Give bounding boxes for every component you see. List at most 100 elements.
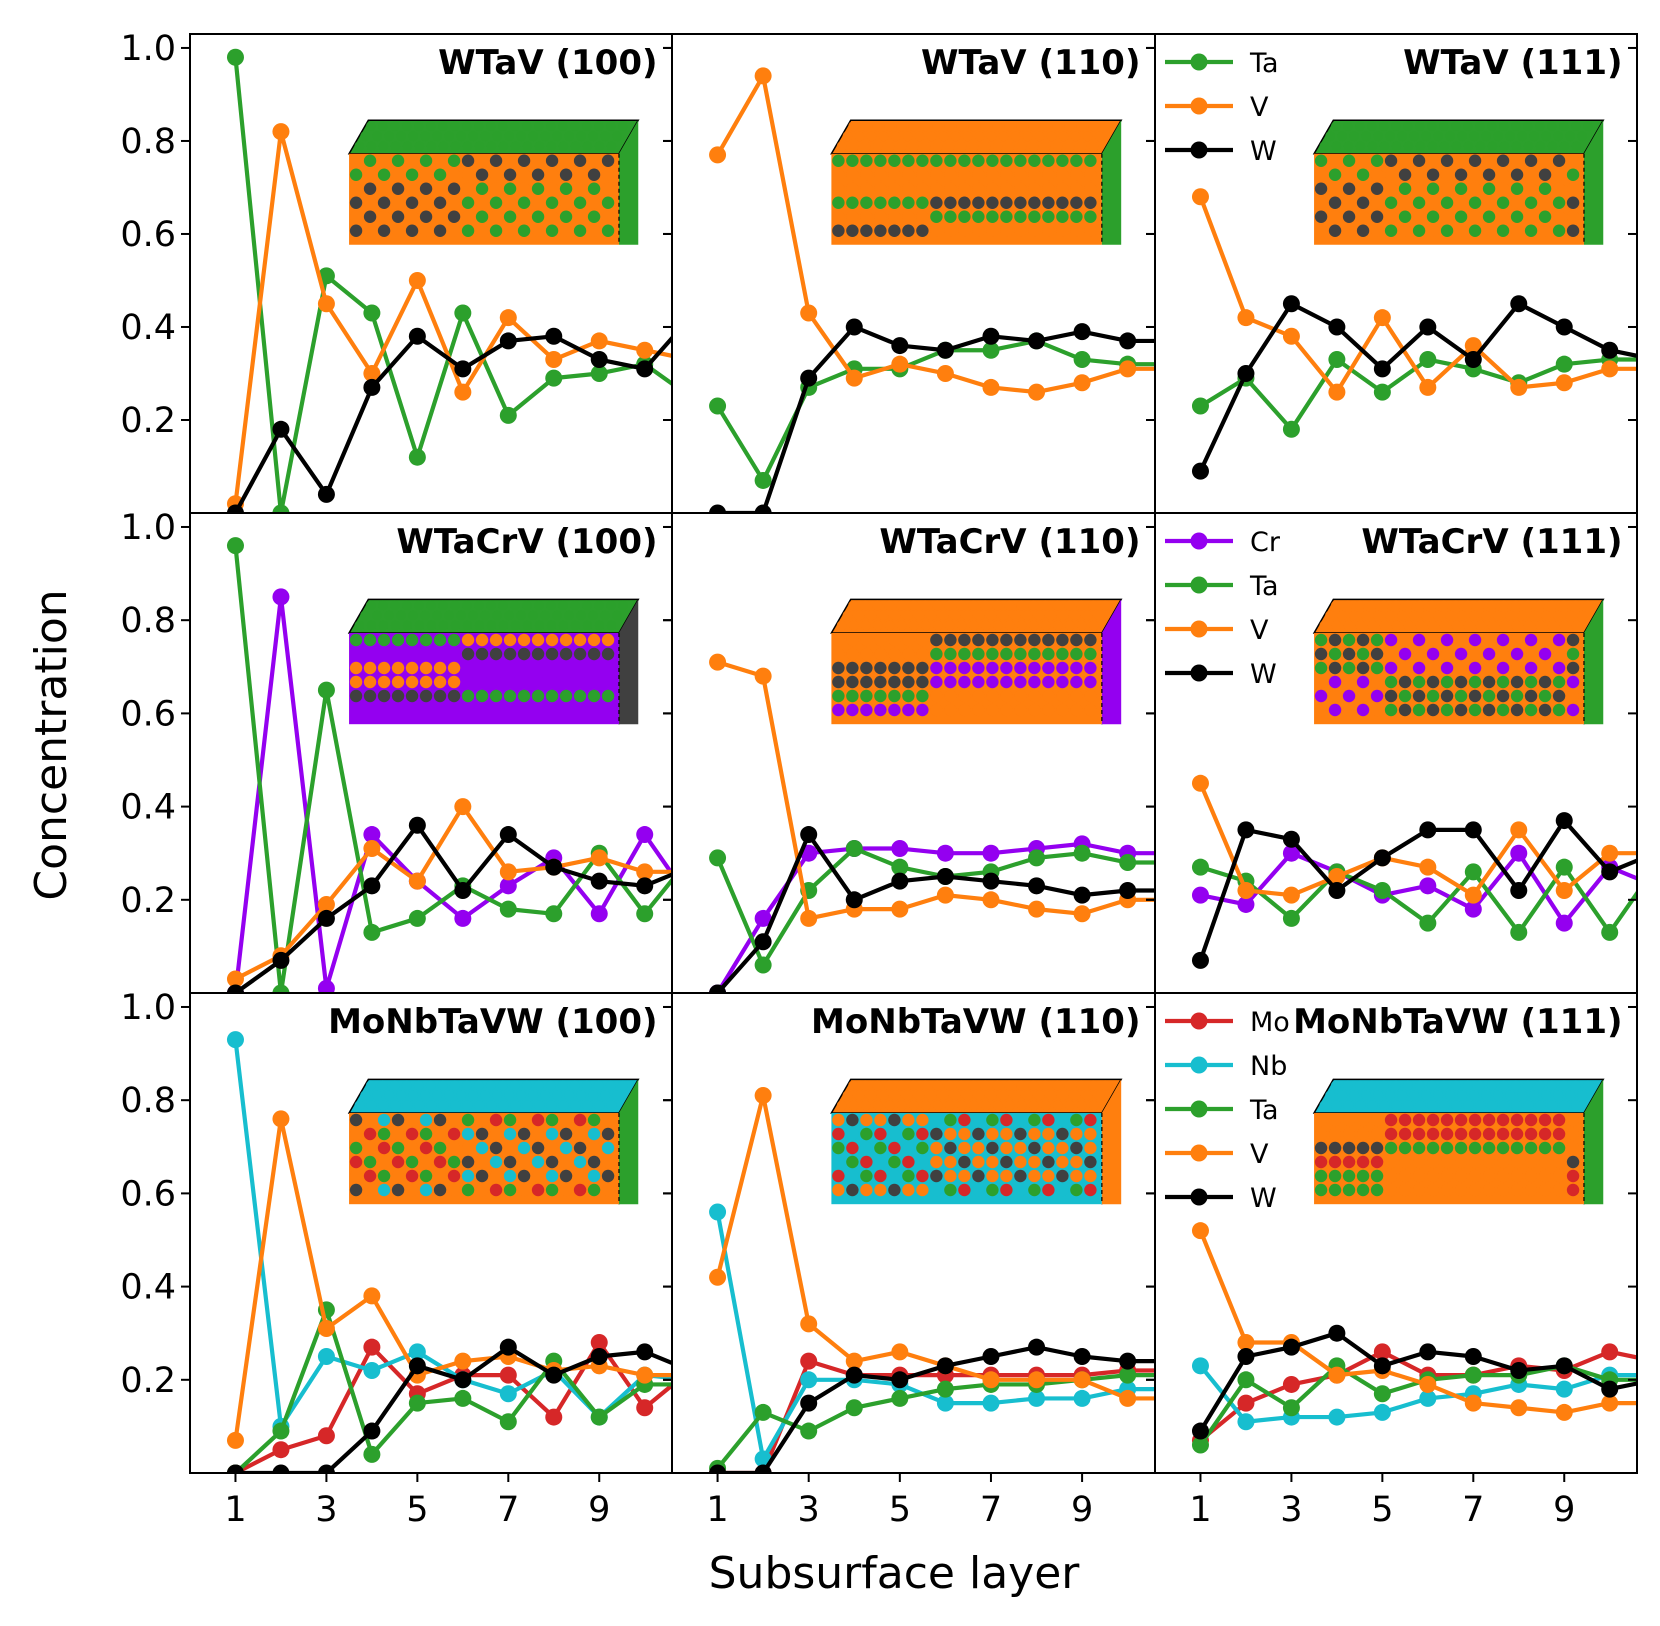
slab-atom <box>391 168 405 181</box>
slab-atom <box>860 1141 873 1155</box>
slab-atom <box>1426 224 1440 237</box>
slab-top-atom <box>1343 141 1354 152</box>
slab-atom <box>972 647 985 661</box>
slab-top-atom <box>557 1080 568 1091</box>
slab-atom <box>888 647 901 661</box>
slab-top-atom <box>1378 600 1389 611</box>
slab-top-atom <box>1463 1100 1474 1111</box>
slab-atom <box>391 154 405 167</box>
slab-top-atom <box>1409 610 1420 621</box>
slab-atom <box>1398 1183 1412 1197</box>
slab-top-atom <box>354 620 365 631</box>
slab-atom <box>405 647 419 661</box>
slab-atom <box>601 1113 615 1127</box>
slab-top-atom <box>1082 1090 1093 1101</box>
data-point-v-layer-5 <box>1373 309 1391 327</box>
slab-top-atom <box>545 600 556 611</box>
slab-top-atom <box>1445 131 1456 142</box>
data-point-cr-layer-1 <box>1191 886 1209 904</box>
slab-atom <box>1028 168 1041 181</box>
data-point-ta-layer-8 <box>1510 923 1528 941</box>
data-point-ta-layer-9 <box>1073 351 1091 369</box>
slab-atom <box>1468 661 1482 675</box>
slab-atom <box>1538 633 1552 647</box>
data-point-ta-layer-4 <box>1328 351 1346 369</box>
slab-top-atom <box>1390 121 1401 132</box>
slab-atom <box>1426 168 1440 181</box>
slab-top-atom <box>1052 1100 1063 1111</box>
slab-top-atom <box>1517 1090 1528 1101</box>
slab-atom <box>1070 182 1083 195</box>
slab-atom <box>1314 224 1328 237</box>
slab-atom <box>1566 675 1580 689</box>
slab-atom <box>1342 196 1356 209</box>
slab-atom <box>1314 1169 1328 1183</box>
slab-top-atom <box>612 610 623 621</box>
slab-atom <box>1028 1113 1041 1127</box>
slab-top-atom <box>962 131 973 142</box>
slab-top-atom <box>1499 1100 1510 1111</box>
slab-atom <box>363 168 377 181</box>
slab-atom <box>1468 1127 1482 1141</box>
slab-atom <box>559 1169 573 1183</box>
data-point-v-layer-2 <box>754 67 772 85</box>
slab-atom <box>489 154 503 167</box>
data-point-v-layer-6 <box>1419 1375 1437 1393</box>
slab-atom <box>1524 675 1538 689</box>
slab-atom <box>1342 210 1356 223</box>
data-point-ta-layer-3 <box>317 681 335 699</box>
slab-top-atom <box>1450 1080 1461 1091</box>
slab-top-atom <box>986 610 997 621</box>
slab-top-atom <box>581 600 592 611</box>
slab-atom <box>888 1113 901 1127</box>
slab-top-atom <box>908 1100 919 1111</box>
slab-atom <box>1482 224 1496 237</box>
slab-atom <box>860 703 873 717</box>
slab-atom <box>1328 1127 1342 1141</box>
series-group <box>709 1087 1155 1473</box>
slab-atom <box>1426 1183 1440 1197</box>
slab-atom <box>1398 168 1412 181</box>
slab-atom <box>489 196 503 209</box>
slab-top-atom <box>576 1090 587 1101</box>
y-tick-label: 0.8 <box>120 1081 176 1121</box>
slab-atom <box>1000 1169 1013 1183</box>
data-point-v-layer-5 <box>408 872 426 890</box>
y-tick-label: 0.6 <box>120 215 176 255</box>
slab-top-atom <box>1076 620 1087 631</box>
slab-atom <box>874 633 887 647</box>
slab-atom <box>475 647 489 661</box>
slab-top-atom <box>1438 121 1449 132</box>
slab-atom <box>433 1155 447 1169</box>
slab-atom <box>832 633 845 647</box>
slab-atom <box>944 1169 957 1183</box>
data-point-ta-layer-4 <box>363 1445 381 1463</box>
slab-top-atom <box>1040 1080 1051 1091</box>
slab-top-atom <box>1052 141 1063 152</box>
slab-top-atom <box>389 600 400 611</box>
slab-atom <box>944 633 957 647</box>
slab-atom <box>531 689 545 703</box>
slab-atom <box>1014 703 1027 717</box>
slab-top-atom <box>606 620 617 631</box>
slab-atom <box>573 210 587 223</box>
legend-marker-v <box>1190 97 1208 115</box>
slab-atom <box>958 168 971 181</box>
slab-atom <box>1070 224 1083 237</box>
slab-atom <box>1468 168 1482 181</box>
slab-atom <box>1000 224 1013 237</box>
slab-atom <box>1084 1141 1097 1155</box>
slab-atom <box>860 196 873 209</box>
slab-atom <box>944 689 957 703</box>
slab-top-atom <box>908 600 919 611</box>
slab-atom <box>1566 647 1580 661</box>
slab-top-atom <box>1457 131 1468 142</box>
slab-atom <box>587 1169 601 1183</box>
slab-top-atom <box>1354 1080 1365 1091</box>
slab-atom <box>503 661 517 675</box>
slab-atom <box>860 647 873 661</box>
slab-atom <box>1042 647 1055 661</box>
slab-atom <box>1042 1155 1055 1169</box>
slab-atom <box>475 675 489 689</box>
slab-atom <box>972 661 985 675</box>
